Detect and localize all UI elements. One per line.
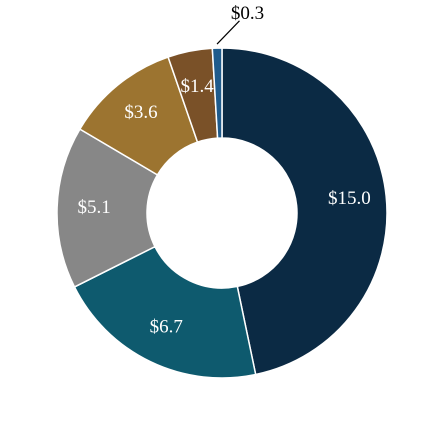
data-label: $6.7 bbox=[150, 317, 183, 338]
data-label: $3.6 bbox=[124, 102, 157, 123]
data-label: $5.1 bbox=[77, 197, 110, 218]
data-label: $1.4 bbox=[180, 76, 214, 97]
leader-line bbox=[216, 20, 240, 45]
data-label: $15.0 bbox=[328, 188, 371, 209]
slice bbox=[221, 47, 388, 376]
slice bbox=[56, 128, 159, 288]
data-label: $0.3 bbox=[231, 3, 264, 24]
slice bbox=[211, 47, 223, 139]
slice bbox=[73, 245, 257, 379]
